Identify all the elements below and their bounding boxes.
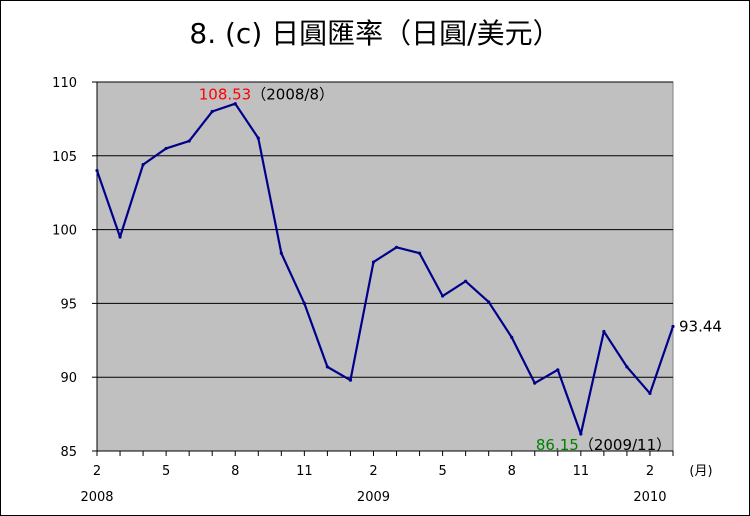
data-point <box>279 251 283 255</box>
y-tick-label: 95 <box>60 297 77 312</box>
data-point <box>164 146 168 151</box>
data-point <box>394 245 399 249</box>
data-point <box>556 368 560 372</box>
data-point <box>671 324 675 329</box>
data-point <box>648 391 652 396</box>
x-tick-label: 2 <box>369 464 377 479</box>
year-label: 2010 <box>633 490 666 505</box>
data-point <box>417 251 422 255</box>
series-group <box>95 102 675 436</box>
x-unit-label: (月) <box>689 464 712 479</box>
year-label: 2009 <box>357 490 390 505</box>
x-tick-label: 5 <box>438 464 446 479</box>
data-point <box>510 335 514 339</box>
y-tick-label: 110 <box>52 76 77 91</box>
data-point <box>95 168 99 173</box>
x-tick-label: 5 <box>162 464 170 479</box>
data-point <box>533 381 537 385</box>
data-point <box>625 365 629 369</box>
data-point <box>602 329 606 334</box>
max-value-label: 108.53 <box>199 86 252 104</box>
series-line <box>95 102 675 436</box>
data-point <box>464 279 468 283</box>
data-point <box>302 301 306 305</box>
y-tick-label: 85 <box>60 445 77 460</box>
annotations: 108.53 （2008/8） 86.15 （2009/11） 93.44 <box>199 86 722 454</box>
data-point <box>579 432 583 436</box>
x-tick-label: 8 <box>508 464 516 479</box>
y-axis: 110 105 100 95 90 85 <box>52 76 98 460</box>
data-point <box>233 102 237 106</box>
min-date-label: （2009/11） <box>579 436 671 454</box>
max-date-label: （2008/8） <box>251 86 334 104</box>
data-point <box>371 260 376 264</box>
plot-area <box>96 81 674 452</box>
data-point <box>348 378 353 382</box>
data-point <box>441 294 445 298</box>
x-tick-label: 11 <box>573 464 590 479</box>
last-value-label: 93.44 <box>679 317 722 335</box>
y-tick-label: 105 <box>52 150 77 165</box>
data-point <box>187 139 191 143</box>
min-value-label: 86.15 <box>536 436 579 454</box>
data-point <box>141 163 145 167</box>
x-tick-label: 2 <box>646 464 654 479</box>
year-label: 2008 <box>80 490 113 505</box>
y-tick-label: 100 <box>52 224 77 239</box>
x-axis: 2 5 8 11 2 5 8 11 2 2008 2009 2010 (月) <box>80 450 713 505</box>
data-point <box>487 300 491 304</box>
x-tick-label: 11 <box>296 464 313 479</box>
data-point <box>118 235 122 239</box>
x-tick-label: 2 <box>93 464 101 479</box>
chart-title: 8. (c) 日圓匯率（日圓/美元） <box>189 17 560 50</box>
data-point <box>210 109 214 114</box>
x-tick-label: 8 <box>231 464 239 479</box>
y-tick-label: 90 <box>60 371 77 386</box>
data-point <box>325 365 329 369</box>
data-point <box>256 136 260 140</box>
